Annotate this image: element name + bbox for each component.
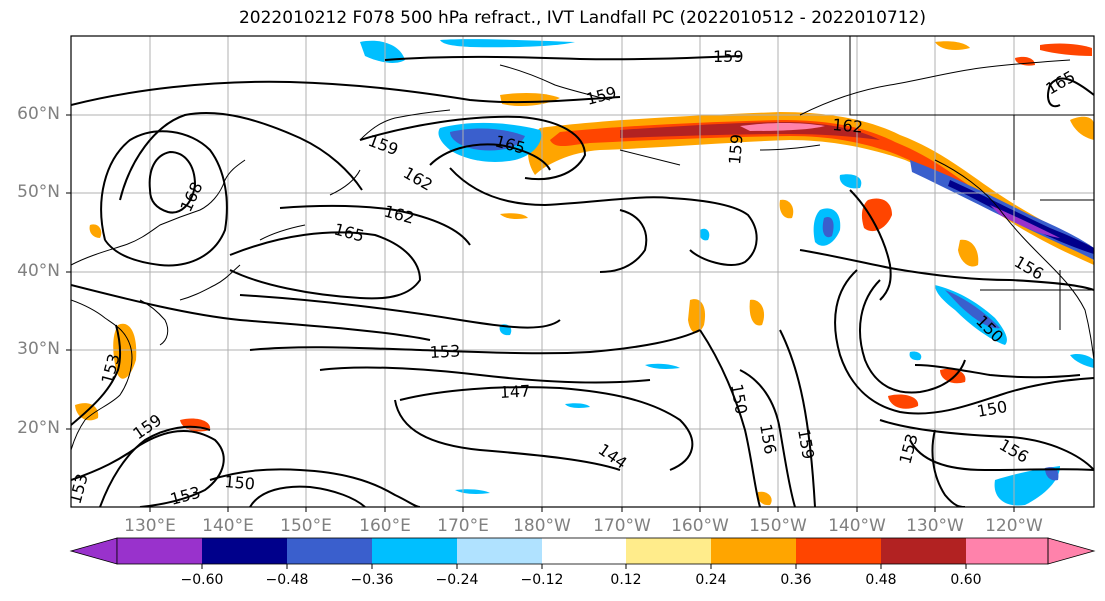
coastlines <box>71 36 1094 451</box>
contour-label: 159 <box>794 427 818 460</box>
contour-label: 150 <box>975 397 1008 421</box>
colorbar-segment <box>202 538 287 564</box>
lat-label: 60°N <box>17 104 60 124</box>
lon-label: 120°W <box>985 516 1043 536</box>
colorbar-segment <box>711 538 796 564</box>
lon-label: 140°E <box>202 516 254 536</box>
refractivity-contours <box>71 55 1094 507</box>
lon-label: 160°W <box>671 516 729 536</box>
lon-label: 170°E <box>437 516 489 536</box>
lon-label: 160°E <box>359 516 411 536</box>
lon-label: 150°W <box>749 516 807 536</box>
map-title: 2022010212 F078 500 hPa refract., IVT La… <box>238 8 926 28</box>
lon-label: 180°W <box>513 516 571 536</box>
contour-label: 150 <box>224 472 256 494</box>
contour-label: 153 <box>98 352 124 386</box>
colorbar-tick: 0.12 <box>610 572 642 588</box>
colorbar-segment <box>457 538 542 564</box>
colorbar-tick: −0.12 <box>520 572 564 588</box>
contour-label: 162 <box>400 163 436 195</box>
colorbar <box>69 537 1096 569</box>
lon-label: 130°E <box>124 516 176 536</box>
contour-labels: 159 159 159 165 162 165 162 168 159 165 … <box>66 47 1078 509</box>
contour-label: 162 <box>832 115 864 137</box>
contour-label: 159 <box>584 83 618 109</box>
contour-label: 162 <box>382 202 416 228</box>
contour-label: 156 <box>756 422 780 455</box>
contour-label: 153 <box>896 432 922 466</box>
contour-label: 147 <box>499 381 530 402</box>
colorbar-tick: 0.36 <box>780 572 812 588</box>
colorbar-segment <box>287 538 372 564</box>
colorbar-segment <box>542 538 626 564</box>
contour-label: 150 <box>727 382 751 415</box>
colorbar-tick: −0.60 <box>180 572 224 588</box>
contour-label: 159 <box>725 133 747 165</box>
colorbar-segment <box>796 538 881 564</box>
colorbar-tick: 0.60 <box>950 572 982 588</box>
contour-label: 159 <box>366 131 401 159</box>
contour-label: 153 <box>66 472 92 506</box>
contour-label: 159 <box>713 47 744 66</box>
lat-label: 50°N <box>17 182 60 202</box>
contour-label: 159 <box>129 410 165 443</box>
colorbar-segment <box>881 538 966 564</box>
colorbar-extend-right <box>1047 537 1096 565</box>
shading-negative <box>360 39 1094 506</box>
gridlines <box>71 36 1094 507</box>
colorbar-segment <box>966 538 1048 564</box>
axis-ticks <box>66 114 1015 512</box>
contour-label: 144 <box>595 440 631 473</box>
lat-label: 30°N <box>17 339 60 359</box>
shading-positive <box>75 41 1094 506</box>
lon-label: 170°W <box>593 516 651 536</box>
lon-label: 130°W <box>906 516 964 536</box>
colorbar-extend-left <box>69 537 118 565</box>
colorbar-tick: −0.24 <box>435 572 479 588</box>
colorbar-segment <box>372 538 457 564</box>
lat-label: 40°N <box>17 261 60 281</box>
colorbar-tick: 0.24 <box>695 572 727 588</box>
lon-label: 150°E <box>280 516 332 536</box>
contour-label: 165 <box>332 220 366 246</box>
colorbar-tick: 0.48 <box>865 572 897 588</box>
colorbar-segment <box>626 538 711 564</box>
lat-label: 20°N <box>17 418 60 438</box>
contour-label: 153 <box>168 483 202 509</box>
colorbar-tick: −0.48 <box>265 572 309 588</box>
colorbar-tick: −0.36 <box>350 572 394 588</box>
contour-label: 153 <box>429 341 460 362</box>
colorbar-segment <box>117 538 202 564</box>
lon-label: 140°W <box>828 516 886 536</box>
